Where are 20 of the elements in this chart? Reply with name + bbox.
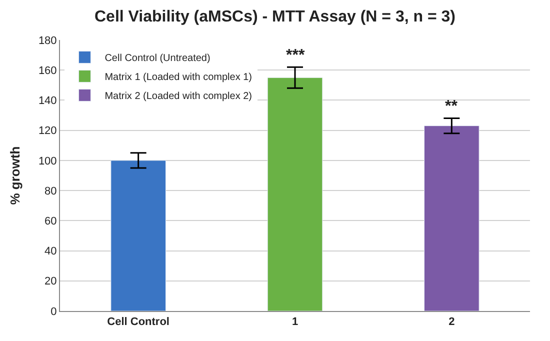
x-tick-label: Cell Control (107, 316, 170, 328)
x-tick-label: 1 (292, 316, 298, 328)
legend-label: Cell Control (Untreated) (104, 53, 210, 64)
y-axis-title: % growth (7, 146, 22, 205)
y-tick-label: 100 (38, 155, 57, 168)
annotation: ** (445, 98, 458, 115)
y-tick-label: 40 (44, 246, 57, 258)
legend-label: Matrix 2 (Loaded with complex 2) (104, 91, 252, 102)
y-tick-label: 0 (50, 306, 57, 318)
y-tick-label: 80 (44, 185, 57, 198)
y-tick-label: 180 (38, 34, 57, 47)
chart-title: Cell Viability (aMSCs) - MTT Assay (N = 3, n = 3) (94, 8, 456, 26)
legend-label: Matrix 1 (Loaded with complex 1) (104, 72, 252, 84)
y-tick-label: 120 (38, 125, 57, 138)
annotation: *** (286, 47, 306, 64)
y-tick-label: 140 (38, 95, 57, 108)
y-tick-label: 60 (44, 216, 57, 228)
y-tick-label: 20 (44, 276, 57, 288)
y-tick-label: 160 (38, 64, 57, 77)
x-tick-label: 2 (448, 316, 455, 328)
